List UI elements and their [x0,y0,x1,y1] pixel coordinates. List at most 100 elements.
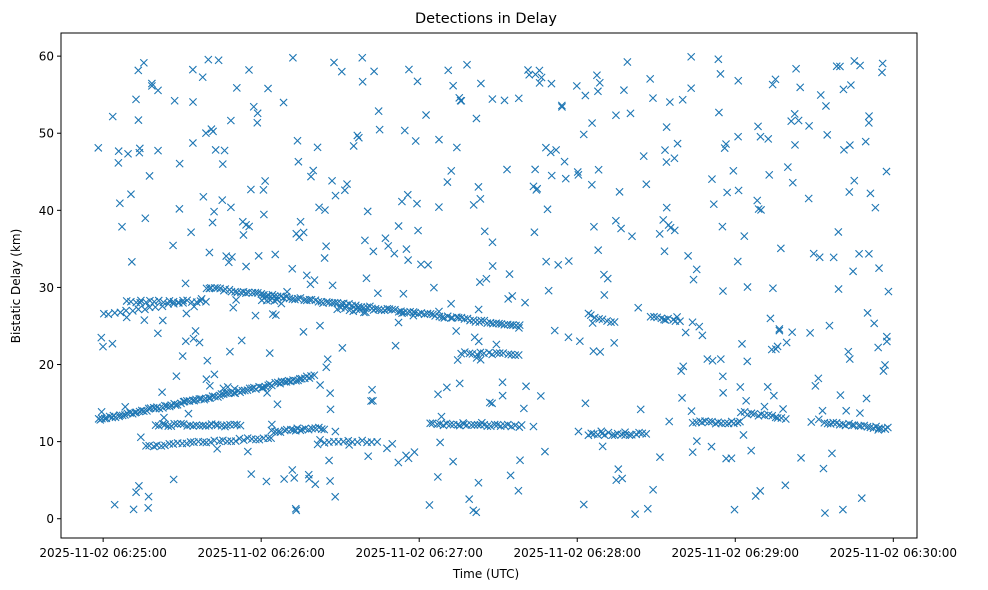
clutter-point [225,347,234,356]
clutter-point [816,91,825,100]
clutter-point [797,453,806,462]
track-point [497,319,506,328]
clutter-point [552,145,561,154]
track-point [186,438,195,447]
clutter-point [779,405,788,414]
clutter-point [232,295,241,304]
clutter-point [535,66,544,75]
clutter-point [670,154,679,163]
track-point [241,289,250,298]
clutter-point [850,57,859,65]
clutter-point [771,75,780,84]
clutter-point [121,402,130,411]
clutter-point [223,383,232,392]
clutter-point [474,337,483,346]
clutter-point [540,447,549,456]
clutter-point [175,159,184,168]
clutter-point [514,94,523,103]
track-point [363,303,372,312]
clutter-point [579,130,588,139]
clutter-point [588,319,597,327]
clutter-point [692,265,701,274]
clutter-point [452,326,461,335]
clutter-point [492,340,501,349]
clutter-point [862,394,871,403]
track-point [460,348,469,357]
clutter-point [716,355,725,364]
clutter-point [328,176,337,185]
track-point [352,305,361,314]
track-point [297,374,306,383]
track-point [388,305,397,314]
clutter-point [688,318,697,327]
track-point [317,425,326,434]
x-tick-label: 2025-11-02 06:26:00 [197,546,324,560]
track-point [296,293,305,302]
clutter-point [646,312,655,321]
clutter-point [422,111,431,120]
clutter-point [188,65,197,74]
clutter-point [343,180,352,189]
track-point [264,434,273,443]
clutter-point [855,409,864,418]
clutter-point [522,382,531,391]
clutter-point [132,95,140,104]
track-point [231,437,240,446]
clutter-point [574,427,583,436]
clutter-point [316,321,324,330]
clutter-point [754,205,763,214]
clutter-point [729,166,738,175]
clutter-point [209,127,218,136]
track-point [863,422,872,431]
track-point [735,417,744,426]
clutter-point [878,59,887,68]
clutter-point [232,83,241,92]
clutter-point [368,396,377,405]
clutter-point [805,121,814,130]
track-point [222,421,231,430]
clutter-point [370,67,379,76]
clutter-point [369,306,378,314]
clutter-point [394,458,403,467]
track-point [132,408,141,417]
clutter-point [821,101,830,110]
x-tick-label: 2025-11-02 06:30:00 [830,546,957,560]
clutter-point [765,170,774,179]
clutter-point [331,492,340,501]
track-point [251,288,260,297]
track-point [298,425,307,434]
clutter-point [535,78,544,87]
clutter-point [673,312,682,321]
clutter-point [611,216,620,225]
clutter-point [374,107,383,116]
clutter-point [764,134,773,143]
clutter-point [172,372,181,381]
clutter-point [291,504,300,513]
clutter-point [373,289,382,298]
clutter-point [294,157,303,166]
clutter-point [849,267,858,276]
clutter-point [242,262,251,271]
x-axis-label: Time (UTC) [452,567,519,581]
clutter-point [159,413,168,422]
clutter-point [596,347,605,356]
clutter-point [516,456,525,465]
track-point [289,426,298,434]
clutter-point [472,353,481,362]
clutter-point [769,391,778,400]
clutter-point [557,101,566,110]
clutter-point [754,122,763,131]
clutter-point [747,446,756,455]
clutter-point [639,152,648,161]
clutter-point [208,218,217,227]
clutter-point [459,419,468,427]
plot-frame [60,32,918,539]
clutter-point [263,388,272,397]
clutter-point [254,251,263,260]
clutter-point [309,166,318,175]
clutter-point [292,229,301,238]
clutter-point [449,81,458,90]
y-tick-label: 50 [39,127,54,141]
clutter-point [474,478,483,487]
clutter-point [767,345,776,354]
